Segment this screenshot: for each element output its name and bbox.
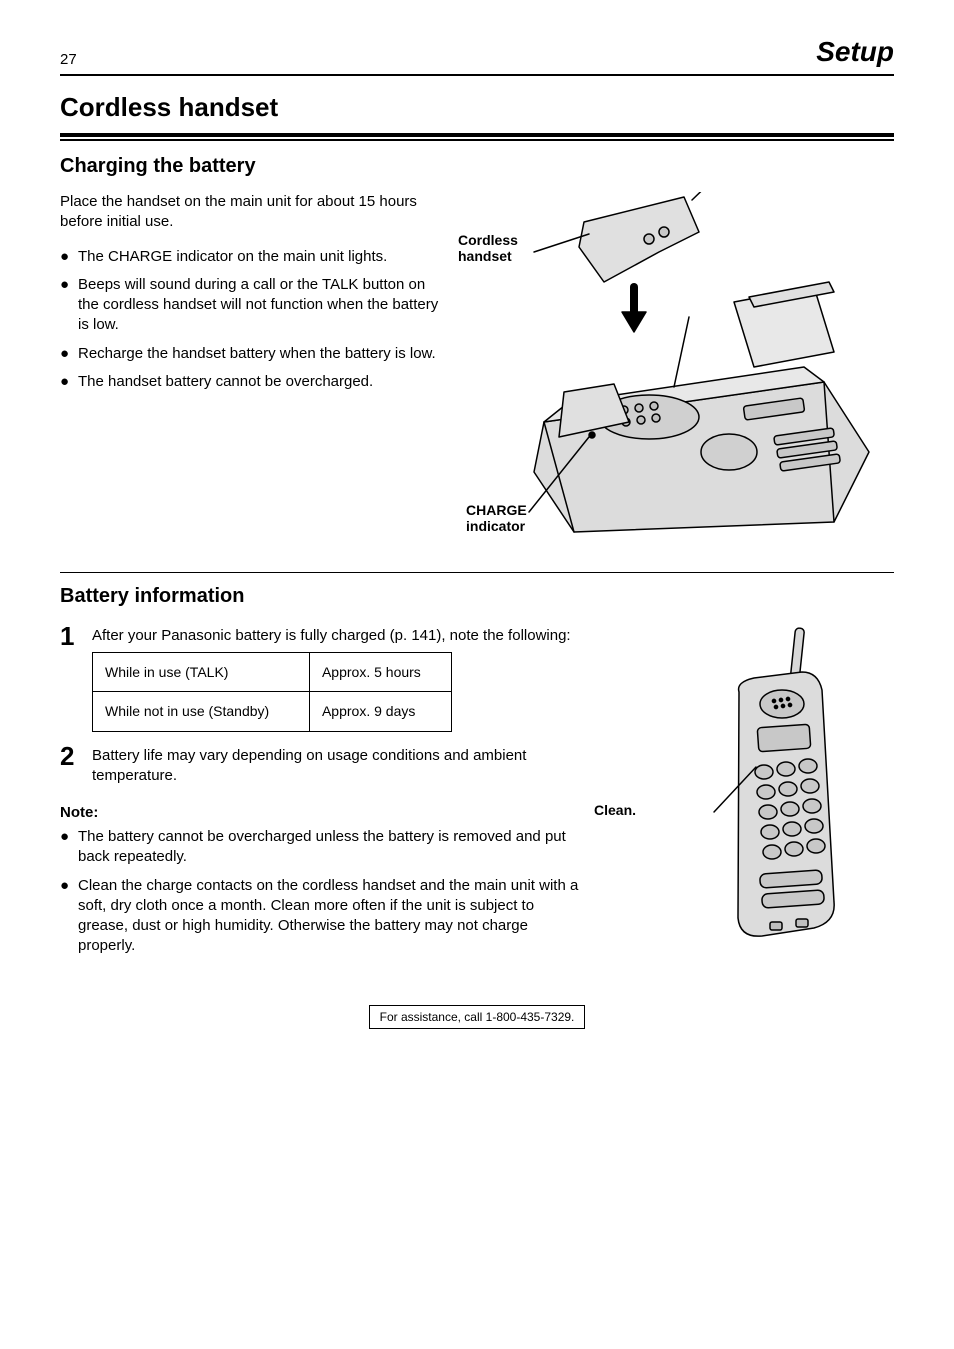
note-text: The battery cannot be overcharged unless…: [78, 827, 580, 868]
section-divider: [60, 572, 894, 573]
note-text: Clean the charge contacts on the cordles…: [78, 876, 580, 957]
table-cell: Approx. 9 days: [309, 692, 451, 731]
section2-heading: Battery information: [60, 585, 894, 608]
callout-indicator-label: CHARGE indicator: [466, 502, 527, 534]
bullet-text: The CHARGE indicator on the main unit li…: [78, 247, 387, 267]
table-cell: Approx. 5 hours: [309, 653, 451, 692]
section-rule-bot: [60, 139, 894, 141]
bullet-text: The handset battery cannot be overcharge…: [78, 372, 373, 392]
bullet-dot: ●: [60, 827, 78, 868]
fax-handset-illustration: [474, 192, 884, 552]
bullet-text: Beeps will sound during a call or the TA…: [78, 275, 440, 336]
section-battery-info: Battery information 1 After your Panason…: [60, 585, 894, 965]
assistance-footer: For assistance, call 1-800-435-7329.: [369, 1005, 586, 1029]
notes-heading: Note:: [60, 804, 580, 821]
bullet-dot: ●: [60, 247, 78, 267]
step-2: 2 Battery life may vary depending on usa…: [60, 742, 580, 787]
header-rule: [60, 74, 894, 76]
callout-handset-label: Cordless handset: [458, 232, 518, 264]
bullet-text: Recharge the handset battery when the ba…: [78, 344, 436, 364]
section1-subheading: Charging the battery: [60, 155, 894, 178]
bullet-dot: ●: [60, 372, 78, 392]
section2-text-column: 1 After your Panasonic battery is fully …: [60, 622, 580, 965]
section-cordless-handset: Cordless handset Charging the battery Pl…: [60, 92, 894, 552]
step-number: 2: [60, 742, 92, 787]
step-1: 1 After your Panasonic battery is fully …: [60, 622, 580, 732]
section1-heading: Cordless handset: [60, 92, 894, 123]
cordless-handset-illustration: [684, 622, 854, 962]
section1-bullets: ●The CHARGE indicator on the main unit l…: [60, 247, 440, 393]
page-number: 27: [60, 51, 77, 68]
section-rule-top: [60, 133, 894, 137]
bullet-dot: ●: [60, 275, 78, 336]
step-number: 1: [60, 622, 92, 732]
step1-text: After your Panasonic battery is fully ch…: [92, 626, 571, 646]
battery-spec-table: While in use (TALK) Approx. 5 hours Whil…: [92, 652, 452, 731]
table-cell: While not in use (Standby): [93, 692, 310, 731]
bullet-dot: ●: [60, 876, 78, 957]
callout-clean-label: Clean.: [594, 802, 636, 818]
table-cell: While in use (TALK): [93, 653, 310, 692]
section1-figure: Cordless handset CHARGE indicator: [464, 192, 894, 552]
section1-text-column: Place the handset on the main unit for a…: [60, 192, 440, 400]
section1-intro: Place the handset on the main unit for a…: [60, 192, 440, 233]
bullet-dot: ●: [60, 344, 78, 364]
section2-figure: Clean.: [604, 622, 894, 962]
step2-text: Battery life may vary depending on usage…: [92, 746, 580, 787]
chapter-title: Setup: [816, 36, 894, 68]
notes-list: ●The battery cannot be overcharged unles…: [60, 827, 580, 957]
